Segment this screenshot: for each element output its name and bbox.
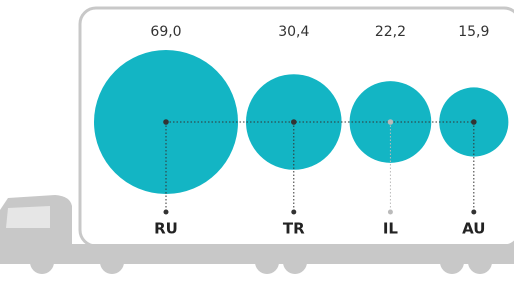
center-dot xyxy=(163,119,169,125)
bubbles: 69,0 RU 30,4 TR 22,2 IL 15,9 AU xyxy=(94,24,508,238)
center-dot xyxy=(291,119,297,125)
value-label: 30,4 xyxy=(278,24,309,40)
value-label: 22,2 xyxy=(375,24,406,40)
center-dot xyxy=(471,119,477,125)
center-dot xyxy=(388,119,394,125)
end-dot xyxy=(388,210,393,215)
value-label: 15,9 xyxy=(458,24,489,40)
category-label: AU xyxy=(462,220,485,238)
trailer-bed xyxy=(70,244,514,258)
value-label: 69,0 xyxy=(150,24,181,40)
end-dot xyxy=(291,210,296,215)
end-dot xyxy=(164,210,169,215)
category-label: IL xyxy=(383,220,399,238)
category-label: TR xyxy=(283,220,305,238)
truck-cab xyxy=(0,195,72,262)
end-dot xyxy=(471,210,476,215)
category-label: RU xyxy=(154,220,178,238)
chart: 69,0 RU 30,4 TR 22,2 IL 15,9 AU xyxy=(0,0,514,285)
truck-window xyxy=(6,206,50,228)
page: 69,0RU30,4TR22,2IL15,9AU (() => { const … xyxy=(0,0,514,285)
